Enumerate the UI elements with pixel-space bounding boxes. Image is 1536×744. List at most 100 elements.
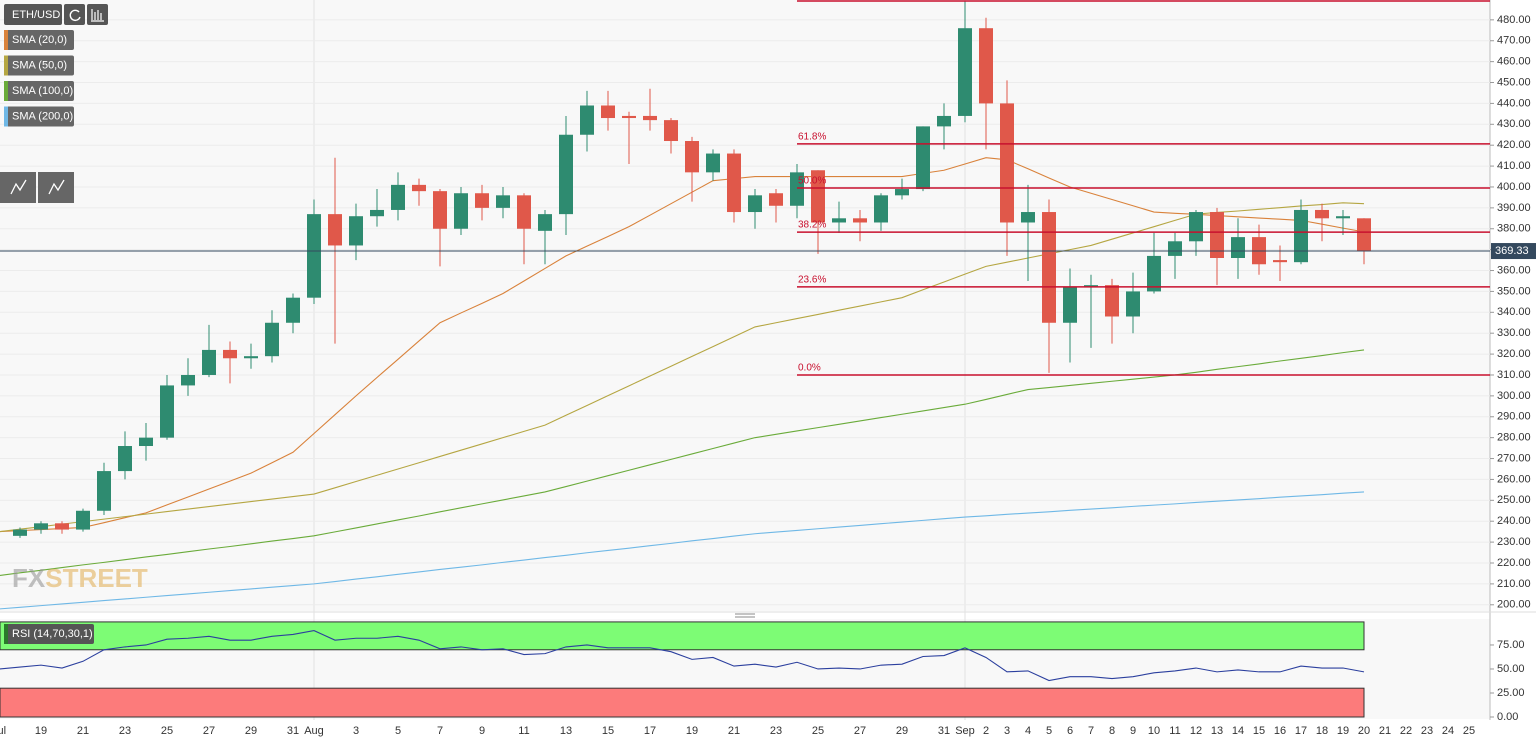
candle-body	[538, 214, 552, 231]
candle-body	[1126, 291, 1140, 317]
marks-layer: 100.0%61.8%50.0%38.2%23.6%0.0%	[0, 0, 1490, 718]
legend-swatch	[4, 81, 8, 101]
y-tick-label: 430.00	[1497, 118, 1531, 130]
y-tick-label: 200.00	[1497, 599, 1531, 611]
x-tick-label: 13	[560, 725, 572, 737]
candle-body	[580, 105, 594, 135]
candle-body	[622, 115, 636, 119]
candle-body	[1273, 260, 1287, 263]
y-tick-label: 450.00	[1497, 76, 1531, 88]
candle-body	[181, 374, 195, 386]
y-tick-label: 440.00	[1497, 97, 1531, 109]
candle-body	[160, 385, 174, 438]
button-background	[4, 81, 74, 101]
fib-label: 23.6%	[798, 274, 826, 285]
candle-body	[811, 170, 825, 223]
button-background	[64, 4, 85, 25]
indicator-button[interactable]: SMA (100,0)	[4, 81, 74, 101]
candle-body	[1231, 237, 1245, 258]
candle-body	[286, 297, 300, 323]
x-tick-label: Jul	[0, 725, 6, 737]
indicator-button[interactable]: SMA (50,0)	[4, 55, 74, 76]
y-tick-label: 220.00	[1497, 557, 1531, 569]
candle-body	[979, 28, 993, 104]
legend-swatch	[4, 624, 8, 644]
candle-body	[475, 193, 489, 208]
x-tick-label: 6	[1067, 725, 1073, 737]
x-tick-label: 21	[728, 725, 740, 737]
candle-body	[643, 115, 657, 121]
candle-body	[1210, 212, 1224, 258]
y-tick-label: 280.00	[1497, 432, 1531, 444]
x-tick-label: 31	[938, 725, 950, 737]
candle-body	[853, 218, 867, 223]
indicator-button[interactable]: SMA (200,0)	[4, 106, 74, 127]
x-tick-label: 31	[287, 725, 299, 737]
x-tick-label: 14	[1232, 725, 1244, 737]
watermark: FX	[12, 563, 46, 593]
draw-tool-button[interactable]	[0, 172, 36, 203]
legend-swatch	[4, 106, 8, 127]
candle-body	[664, 120, 678, 142]
oversold-band	[0, 687, 1365, 718]
candle-body	[34, 523, 48, 530]
x-tick-label: 16	[1274, 725, 1286, 737]
x-tick-label: 9	[479, 725, 485, 737]
x-tick-label: 15	[1253, 725, 1265, 737]
indicator-button[interactable]: SMA (20,0)	[4, 30, 74, 50]
candle-body	[412, 184, 426, 192]
indicator-button[interactable]: RSI (14,70,30,1)	[4, 624, 94, 644]
x-tick-label: 15	[602, 725, 614, 737]
x-tick-label: 20	[1358, 725, 1370, 737]
candle-body	[1147, 255, 1161, 292]
x-tick-label: 23	[119, 725, 131, 737]
tool-icon	[10, 179, 27, 195]
legend-label: RSI (14,70,30,1)	[12, 628, 93, 640]
y-tick-label: 400.00	[1497, 181, 1531, 193]
x-tick-label: 9	[1130, 725, 1136, 737]
candle-body	[349, 216, 363, 246]
y-tick-label: 250.00	[1497, 494, 1531, 506]
y-tick-label: 340.00	[1497, 306, 1531, 318]
x-tick-label: 18	[1316, 725, 1328, 737]
candle-body	[1063, 287, 1077, 323]
y-tick-label: 270.00	[1497, 452, 1531, 464]
candle-body	[916, 126, 930, 190]
draw-tool-button[interactable]	[38, 172, 74, 203]
candle-body	[1189, 212, 1203, 242]
button-background	[4, 106, 74, 127]
candle-body	[1294, 209, 1308, 263]
drag-handle[interactable]	[735, 613, 755, 618]
button-background	[4, 55, 74, 76]
candle-body	[958, 28, 972, 116]
x-tick-label: 25	[161, 725, 173, 737]
last-price-box	[1491, 243, 1536, 260]
candle-body	[895, 189, 909, 196]
x-tick-label: 5	[395, 725, 401, 737]
x-tick-label: 22	[1400, 725, 1412, 737]
symbol-button[interactable]: ETH/USD	[4, 4, 62, 25]
refresh-button[interactable]	[64, 4, 85, 25]
x-tick-label: 23	[770, 725, 782, 737]
refresh-icon	[69, 9, 81, 22]
y-tick-label: 470.00	[1497, 35, 1531, 47]
x-tick-label: 3	[1004, 725, 1010, 737]
rsi-line	[0, 629, 1365, 682]
chart-type-button[interactable]	[87, 4, 108, 25]
sma-line	[0, 349, 1365, 576]
symbol-label: ETH/USD	[12, 9, 60, 21]
y-tick-label: 50.00	[1497, 663, 1525, 675]
candle-body	[97, 471, 111, 511]
x-tick-label: 21	[1379, 725, 1391, 737]
candle-body	[139, 437, 153, 447]
y-tick-label: 320.00	[1497, 348, 1531, 360]
x-tick-label: 24	[1442, 725, 1454, 737]
y-tick-label: 410.00	[1497, 160, 1531, 172]
x-tick-label: 29	[896, 725, 908, 737]
y-tick-label: 360.00	[1497, 264, 1531, 276]
x-tick-label: 7	[437, 725, 443, 737]
y-tick-label: 330.00	[1497, 327, 1531, 339]
candle-body	[202, 349, 216, 375]
candle-body	[370, 209, 384, 217]
candle-body	[706, 153, 720, 173]
